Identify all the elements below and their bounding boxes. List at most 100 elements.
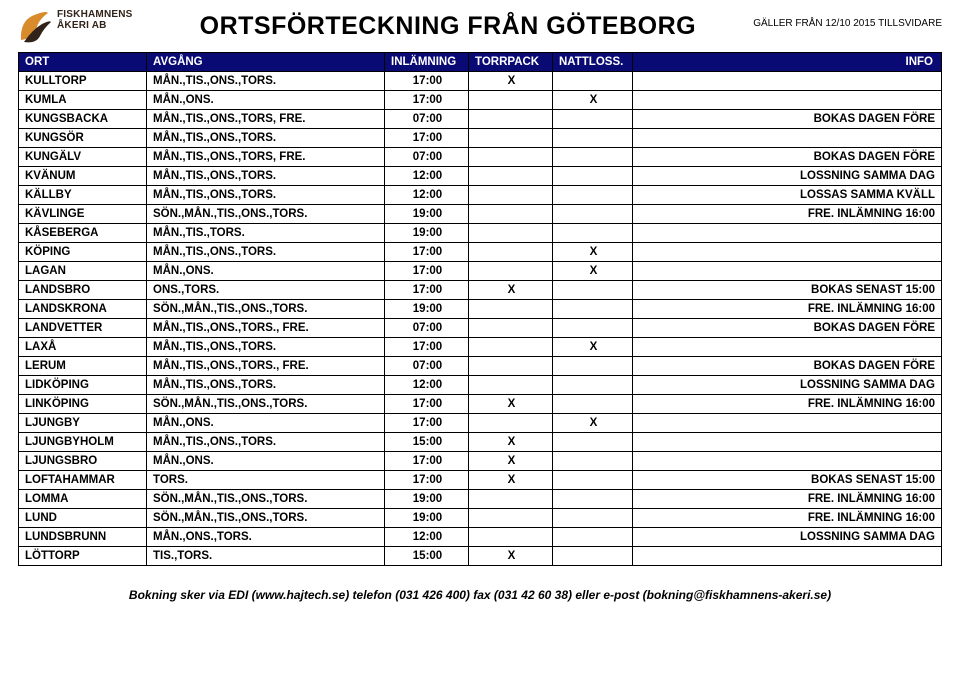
cell-torrpack — [469, 186, 553, 205]
page-title: ORTSFÖRTECKNING FRÅN GÖTEBORG — [143, 8, 754, 41]
cell-info: FRE. INLÄMNING 16:00 — [633, 205, 942, 224]
cell-torrpack: X — [469, 395, 553, 414]
cell-inlamning: 17:00 — [385, 243, 469, 262]
cell-info — [633, 72, 942, 91]
cell-nattloss — [553, 300, 633, 319]
cell-inlamning: 19:00 — [385, 205, 469, 224]
cell-inlamning: 17:00 — [385, 414, 469, 433]
cell-info — [633, 91, 942, 110]
cell-inlamning: 17:00 — [385, 395, 469, 414]
cell-avgang: MÅN.,TIS.,TORS. — [147, 224, 385, 243]
cell-inlamning: 17:00 — [385, 91, 469, 110]
cell-ort: LUNDSBRUNN — [19, 528, 147, 547]
cell-nattloss — [553, 186, 633, 205]
cell-avgang: SÖN.,MÅN.,TIS.,ONS.,TORS. — [147, 395, 385, 414]
cell-ort: LÖTTORP — [19, 547, 147, 566]
cell-info: BOKAS DAGEN FÖRE — [633, 148, 942, 167]
cell-inlamning: 12:00 — [385, 528, 469, 547]
table-body: KULLTORPMÅN.,TIS.,ONS.,TORS.17:00XKUMLAM… — [19, 72, 942, 566]
cell-info: BOKAS SENAST 15:00 — [633, 471, 942, 490]
cell-ort: KÄLLBY — [19, 186, 147, 205]
cell-inlamning: 12:00 — [385, 376, 469, 395]
cell-avgang: MÅN.,TIS.,ONS.,TORS. — [147, 433, 385, 452]
cell-nattloss: X — [553, 338, 633, 357]
cell-ort: LIDKÖPING — [19, 376, 147, 395]
cell-info — [633, 338, 942, 357]
cell-avgang: TIS.,TORS. — [147, 547, 385, 566]
cell-ort: KUNGSÖR — [19, 129, 147, 148]
cell-torrpack — [469, 243, 553, 262]
cell-info — [633, 243, 942, 262]
table-row: KULLTORPMÅN.,TIS.,ONS.,TORS.17:00X — [19, 72, 942, 91]
cell-avgang: ONS.,TORS. — [147, 281, 385, 300]
col-header-info: INFO — [633, 53, 942, 72]
cell-ort: KVÄNUM — [19, 167, 147, 186]
cell-nattloss — [553, 167, 633, 186]
cell-info: BOKAS DAGEN FÖRE — [633, 319, 942, 338]
cell-ort: LJUNGBY — [19, 414, 147, 433]
cell-inlamning: 19:00 — [385, 224, 469, 243]
cell-torrpack — [469, 91, 553, 110]
cell-info: FRE. INLÄMNING 16:00 — [633, 395, 942, 414]
cell-inlamning: 15:00 — [385, 433, 469, 452]
cell-info — [633, 433, 942, 452]
table-row: LOMMASÖN.,MÅN.,TIS.,ONS.,TORS.19:00FRE. … — [19, 490, 942, 509]
cell-avgang: TORS. — [147, 471, 385, 490]
cell-inlamning: 17:00 — [385, 452, 469, 471]
cell-nattloss — [553, 205, 633, 224]
cell-inlamning: 19:00 — [385, 509, 469, 528]
cell-info: LOSSNING SAMMA DAG — [633, 528, 942, 547]
cell-avgang: SÖN.,MÅN.,TIS.,ONS.,TORS. — [147, 509, 385, 528]
cell-torrpack: X — [469, 452, 553, 471]
cell-nattloss — [553, 319, 633, 338]
cell-torrpack — [469, 148, 553, 167]
cell-ort: LAXÅ — [19, 338, 147, 357]
table-row: LUNDSÖN.,MÅN.,TIS.,ONS.,TORS.19:00FRE. I… — [19, 509, 942, 528]
cell-avgang: MÅN.,TIS.,ONS.,TORS. — [147, 338, 385, 357]
cell-info — [633, 452, 942, 471]
cell-torrpack — [469, 490, 553, 509]
table-row: LOFTAHAMMARTORS.17:00XBOKAS SENAST 15:00 — [19, 471, 942, 490]
cell-inlamning: 07:00 — [385, 110, 469, 129]
cell-avgang: SÖN.,MÅN.,TIS.,ONS.,TORS. — [147, 490, 385, 509]
cell-inlamning: 07:00 — [385, 357, 469, 376]
cell-info: FRE. INLÄMNING 16:00 — [633, 509, 942, 528]
cell-inlamning: 07:00 — [385, 148, 469, 167]
cell-avgang: MÅN.,ONS. — [147, 91, 385, 110]
table-row: LJUNGBYHOLMMÅN.,TIS.,ONS.,TORS.15:00X — [19, 433, 942, 452]
cell-torrpack — [469, 319, 553, 338]
page-header: FISKHAMNENS ÅKERI AB ORTSFÖRTECKNING FRÅ… — [18, 8, 942, 46]
col-header-inlamning: INLÄMNING — [385, 53, 469, 72]
cell-avgang: MÅN.,TIS.,ONS.,TORS. — [147, 72, 385, 91]
table-header-row: ORT AVGÅNG INLÄMNING TORRPACK NATTLOSS. … — [19, 53, 942, 72]
cell-inlamning: 12:00 — [385, 167, 469, 186]
cell-ort: KÄVLINGE — [19, 205, 147, 224]
cell-torrpack — [469, 262, 553, 281]
logo: FISKHAMNENS ÅKERI AB — [18, 10, 133, 46]
cell-avgang: MÅN.,TIS.,ONS.,TORS., FRE. — [147, 319, 385, 338]
logo-mark — [18, 10, 54, 46]
cell-torrpack: X — [469, 281, 553, 300]
cell-nattloss — [553, 148, 633, 167]
cell-avgang: SÖN.,MÅN.,TIS.,ONS.,TORS. — [147, 300, 385, 319]
col-header-nattloss: NATTLOSS. — [553, 53, 633, 72]
cell-torrpack — [469, 357, 553, 376]
cell-info: LOSSNING SAMMA DAG — [633, 167, 942, 186]
cell-nattloss — [553, 357, 633, 376]
table-row: KUNGSÖRMÅN.,TIS.,ONS.,TORS.17:00 — [19, 129, 942, 148]
logo-text: FISKHAMNENS ÅKERI AB — [57, 10, 133, 31]
cell-nattloss — [553, 433, 633, 452]
cell-torrpack — [469, 528, 553, 547]
cell-ort: LANDSKRONA — [19, 300, 147, 319]
cell-nattloss — [553, 490, 633, 509]
cell-torrpack: X — [469, 433, 553, 452]
table-row: KÅSEBERGAMÅN.,TIS.,TORS.19:00 — [19, 224, 942, 243]
cell-info — [633, 262, 942, 281]
cell-ort: KUNGSBACKA — [19, 110, 147, 129]
table-row: LÖTTORPTIS.,TORS.15:00X — [19, 547, 942, 566]
cell-inlamning: 17:00 — [385, 281, 469, 300]
cell-nattloss — [553, 129, 633, 148]
schedule-table: ORT AVGÅNG INLÄMNING TORRPACK NATTLOSS. … — [18, 52, 942, 566]
cell-nattloss: X — [553, 91, 633, 110]
cell-inlamning: 17:00 — [385, 338, 469, 357]
